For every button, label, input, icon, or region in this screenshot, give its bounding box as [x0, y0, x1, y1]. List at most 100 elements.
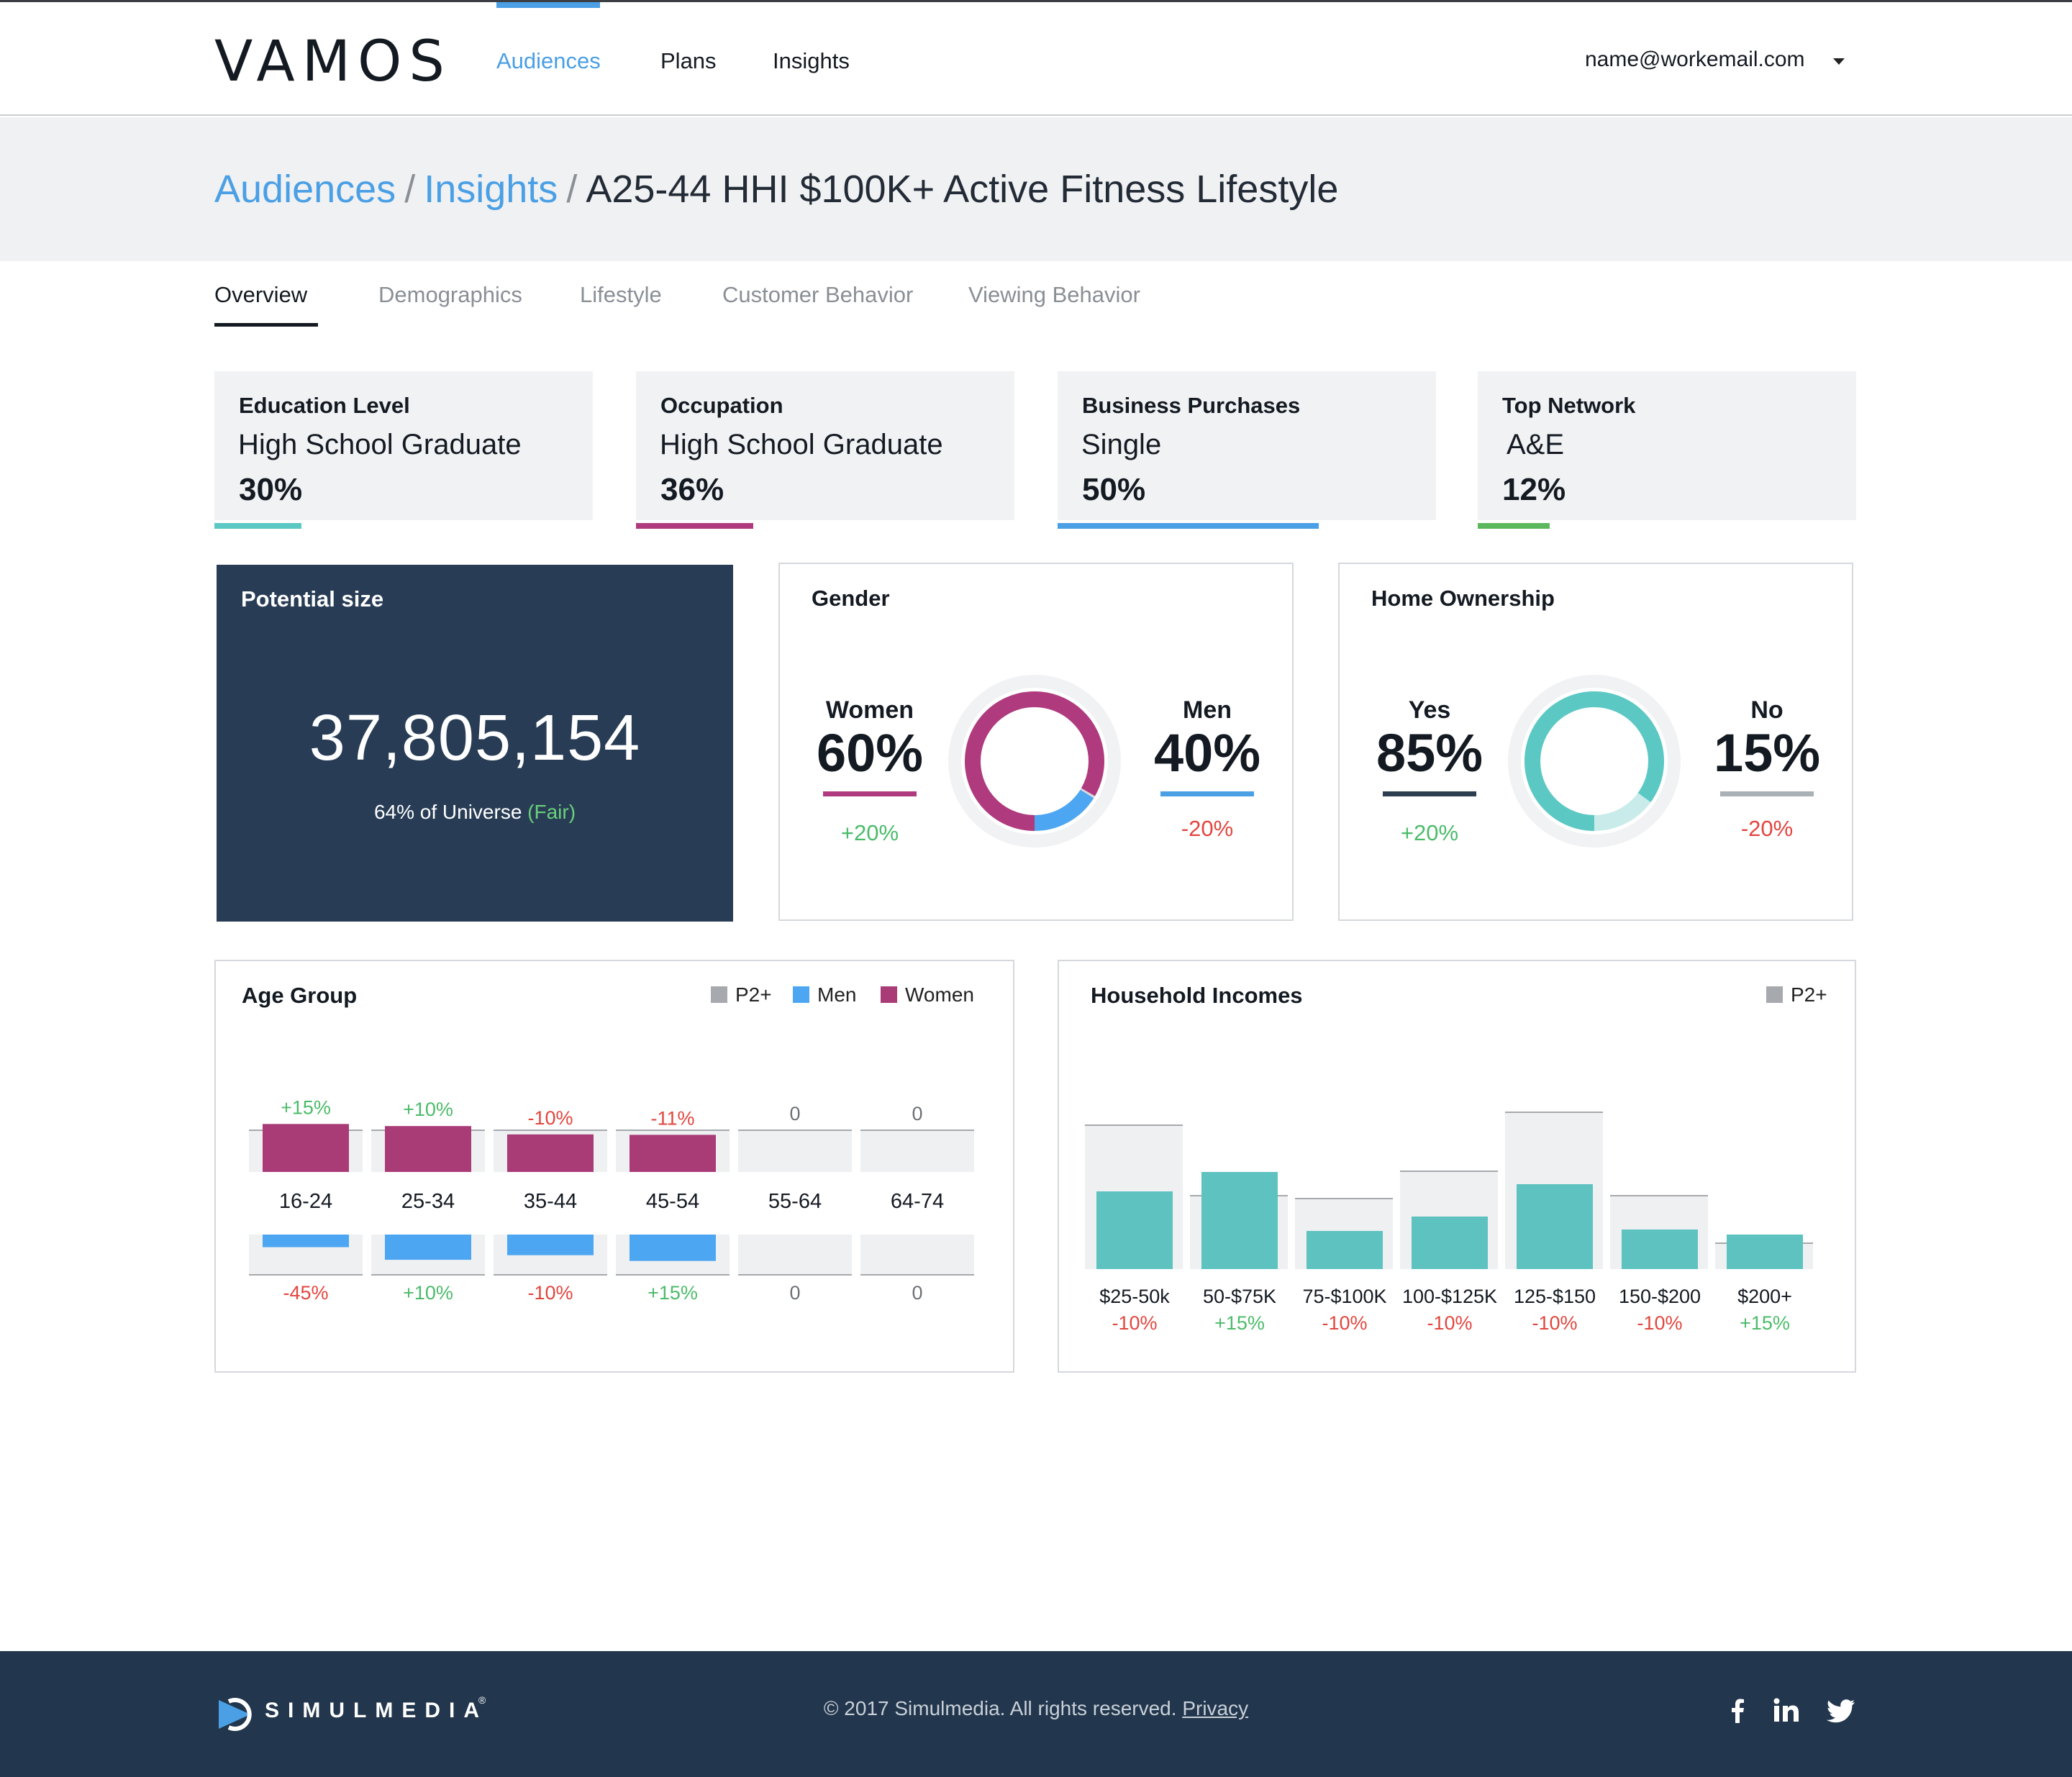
women-bar [263, 1124, 349, 1172]
stat-card-business-purchases: Business Purchases Single 50% [1058, 371, 1436, 529]
women-delta-label: +15% [281, 1096, 331, 1118]
income-category-label: 50-$75K [1203, 1286, 1276, 1307]
gender-panel: Gender Women 60% +20% Men 40% -20% [778, 563, 1294, 921]
no-delta: -20% [1740, 816, 1794, 841]
age-category-label: 45-54 [646, 1190, 699, 1213]
gender-donut-chart [948, 675, 1121, 847]
yes-bar [1383, 791, 1476, 796]
household-incomes-chart: $25-50k -10% 50-$75K +15% 75-$100K -10% 100-$1… [1085, 1112, 1813, 1334]
p2-reference-bar [860, 1235, 974, 1275]
copyright-text: © 2017 Simulmedia. All rights reserved. [823, 1697, 1177, 1719]
simulmedia-logo-icon[interactable] [214, 1694, 258, 1735]
income-category-label: 150-$200 [1619, 1286, 1701, 1307]
p2-reference-bar [738, 1235, 852, 1275]
nav-insights[interactable]: Insights [773, 48, 850, 73]
universe-share-text: 64% of Universe [373, 801, 522, 823]
universe-rating: (Fair) [527, 801, 576, 823]
men-delta-label: -10% [527, 1282, 573, 1304]
potential-size-value: 37,805,154 [309, 702, 641, 774]
chevron-down-icon[interactable] [1833, 58, 1845, 65]
panel-title: Potential size [241, 586, 384, 612]
panel-title: Household Incomes [1091, 983, 1303, 1008]
donut-men-segment [1034, 789, 1094, 831]
no-percent: 15% [1713, 723, 1821, 783]
income-category-label: 125-$150 [1514, 1286, 1596, 1307]
men-delta-label: +15% [648, 1282, 698, 1304]
women-delta-label: 0 [789, 1103, 800, 1124]
home-ownership-donut-chart [1508, 675, 1681, 847]
top-border [0, 0, 2072, 2]
age-category-label: 55-64 [768, 1190, 822, 1213]
men-delta-label: 0 [912, 1282, 922, 1304]
income-delta-label: +15% [1214, 1312, 1265, 1334]
stat-percent: 50% [1082, 472, 1146, 507]
legend-label: P2+ [1791, 983, 1827, 1006]
men-delta-label: 0 [789, 1282, 800, 1304]
age-group-chart: +15% 16-24 -45% +10% 25-34 +10% -10% 35-44 -10% -… [249, 1096, 974, 1304]
tab-customer-behavior[interactable]: Customer Behavior [722, 282, 914, 307]
legend-swatch [1766, 986, 1783, 1003]
panel-title: Age Group [242, 983, 358, 1008]
tab-overview[interactable]: Overview [214, 282, 308, 307]
stat-progress-bar [1478, 523, 1550, 529]
nav-audiences[interactable]: Audiences [496, 48, 601, 73]
breadcrumb-separator: / [566, 168, 578, 211]
stat-label: Business Purchases [1082, 393, 1301, 418]
tab-demographics[interactable]: Demographics [378, 282, 522, 307]
legend-p2: P2+ [711, 984, 772, 1006]
donut-outer-track [1508, 675, 1681, 847]
vamos-logo[interactable]: VAMOS [214, 29, 452, 94]
income-delta-label: -10% [1112, 1312, 1157, 1334]
breadcrumb-insights[interactable]: Insights [424, 168, 558, 211]
privacy-link[interactable]: Privacy [1182, 1697, 1249, 1719]
footer: SIMULMEDIA ® © 2017 Simulmedia. All righ… [0, 1651, 2072, 1777]
home-ownership-panel: Home Ownership Yes 85% +20% No 15% -20% [1338, 563, 1853, 921]
stat-value: High School Graduate [660, 429, 943, 460]
breadcrumb: Audiences / Insights / A25-44 HHI $100K+ Act… [214, 166, 1338, 212]
p2-reference-bar [738, 1130, 852, 1172]
income-delta-label: +15% [1740, 1312, 1790, 1334]
legend-swatch [711, 986, 727, 1003]
income-bar [1307, 1231, 1383, 1269]
income-category-label: $200+ [1737, 1286, 1792, 1307]
twitter-icon[interactable] [1825, 1694, 1858, 1727]
universe-share: 64% of Universe (Fair) [217, 801, 733, 824]
stat-label: Occupation [660, 393, 783, 418]
income-delta-label: -10% [1637, 1312, 1682, 1334]
facebook-icon[interactable] [1721, 1694, 1754, 1727]
linkedin-icon[interactable] [1770, 1694, 1803, 1727]
stat-value: High School Graduate [238, 429, 522, 460]
income-delta-label: -10% [1427, 1312, 1472, 1334]
women-delta-label: 0 [912, 1103, 922, 1124]
stat-percent: 36% [660, 472, 724, 507]
age-category-label: 35-44 [524, 1190, 577, 1213]
stat-label: Education Level [239, 393, 410, 418]
men-bar [507, 1235, 594, 1255]
age-category-label: 64-74 [891, 1190, 944, 1213]
tab-lifestyle[interactable]: Lifestyle [580, 282, 662, 307]
stat-progress-bar [214, 523, 301, 529]
women-bar [507, 1134, 594, 1172]
income-bar [1517, 1184, 1593, 1269]
no-label: No [1750, 696, 1784, 724]
tab-viewing-behavior[interactable]: Viewing Behavior [968, 282, 1140, 307]
yes-delta: +20% [1400, 820, 1459, 845]
simulmedia-wordmark[interactable]: SIMULMEDIA [265, 1699, 488, 1722]
nav-plans[interactable]: Plans [660, 48, 717, 73]
women-bar [823, 791, 917, 796]
income-bar [1727, 1235, 1803, 1269]
income-delta-label: -10% [1532, 1312, 1577, 1334]
potential-size-panel: Potential size 37,805,154 64% of Univers… [217, 565, 733, 922]
stat-card-top-network: Top Network A&E 12% [1478, 371, 1856, 529]
legend-men: Men [793, 984, 856, 1006]
legend-label: Men [817, 983, 857, 1006]
donut-outer-track [948, 675, 1121, 847]
donut-women-segment [965, 691, 1104, 831]
breadcrumb-audiences[interactable]: Audiences [214, 168, 396, 211]
income-bar [1622, 1230, 1698, 1269]
active-tab-underline [214, 323, 318, 327]
breadcrumb-band: Audiences / Insights / A25-44 HHI $100K+ Act… [0, 117, 2072, 261]
active-nav-indicator [496, 2, 600, 8]
user-menu[interactable]: name@workemail.com [1585, 47, 1805, 71]
